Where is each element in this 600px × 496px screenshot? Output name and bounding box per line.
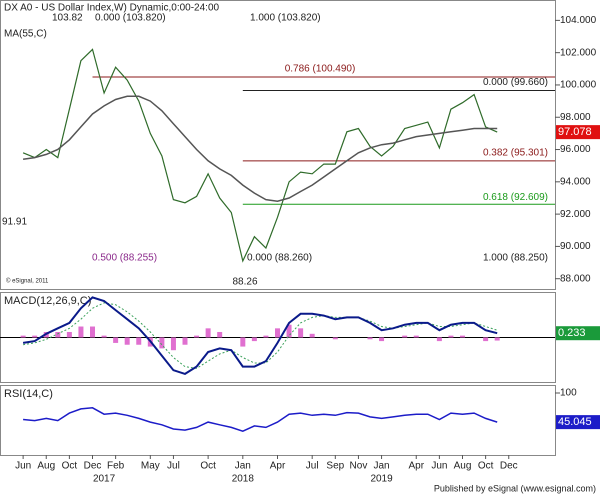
rsi-line [23, 407, 498, 433]
x-tick-label: May [141, 461, 160, 472]
macd-histogram [78, 326, 84, 338]
fib-label: 0.618 (92.609) [483, 192, 548, 203]
macd-histogram [367, 337, 373, 340]
year-label: 2019 [370, 474, 393, 485]
macd-histogram [113, 337, 119, 343]
macd-histogram [332, 337, 338, 340]
x-tick-label: Apr [270, 461, 286, 472]
x-tick-label: Oct [200, 461, 216, 472]
macd-last: 0.233 [558, 327, 586, 339]
macd-histogram [205, 328, 211, 338]
macd-histogram [170, 337, 176, 351]
fib-label: 0.382 (95.301) [483, 147, 548, 158]
fib-label: 0.000 (99.660) [483, 77, 548, 88]
y-tick-label: 100 [560, 388, 577, 399]
macd-histogram [136, 337, 142, 345]
macd-histogram [66, 331, 72, 338]
macd-histogram [460, 335, 465, 338]
x-tick-label: Jul [167, 461, 180, 472]
x-tick-label: Aug [454, 461, 472, 472]
fib-label: 0.786 (100.490) [285, 64, 356, 75]
macd-histogram [217, 331, 223, 338]
x-tick-label: Nov [350, 461, 368, 472]
macd-histogram [20, 335, 26, 338]
legend-entry: MA(55,C) [4, 29, 47, 40]
x-tick-label: Oct [478, 461, 494, 472]
macd-histogram [32, 335, 38, 338]
credit: © eSignal, 2011 [6, 278, 49, 285]
macd-histogram [298, 328, 304, 338]
y-tick-label: 88.000 [560, 273, 591, 284]
x-tick-label: Jun [431, 461, 447, 472]
x-tick-label: Dec [84, 461, 102, 472]
y-tick-label: 90.000 [560, 241, 591, 252]
x-tick-label: Apr [408, 461, 424, 472]
rsi-title: RSI(14,C) [4, 388, 53, 400]
x-tick-label: Feb [107, 461, 125, 472]
last-price: 97.078 [558, 126, 592, 138]
macd-histogram [251, 337, 257, 342]
macd-histogram [483, 337, 489, 342]
y-tick-label: 98.000 [560, 112, 591, 123]
x-tick-label: Sep [326, 461, 344, 472]
ma-line [22, 95, 498, 202]
y-tick-label: 96.000 [560, 144, 591, 155]
annotation: 0.500 (88.255) [92, 253, 157, 264]
annotation: 88.26 [232, 277, 257, 288]
macd-histogram [402, 335, 408, 338]
x-tick-label: Jul [306, 461, 319, 472]
macd-histogram [494, 337, 500, 341]
rsi-last: 45.045 [558, 416, 592, 428]
macd-histogram [275, 328, 280, 338]
macd-histogram [194, 335, 200, 338]
macd-histogram [159, 337, 165, 349]
macd-last-box [556, 326, 600, 341]
annotation: 91.91 [2, 217, 27, 228]
annotation: 1.000 (103.820) [250, 13, 321, 24]
annotation: 1.000 (88.250) [483, 253, 548, 264]
macd-histogram [101, 335, 107, 338]
y-tick-label: 102.000 [560, 47, 597, 58]
x-tick-label: Oct [62, 461, 78, 472]
y-tick-label: 100.000 [560, 80, 597, 91]
macd-histogram [309, 333, 315, 338]
x-tick-label: Jan [374, 461, 390, 472]
macd-histogram [90, 326, 95, 338]
year-label: 2017 [93, 474, 116, 485]
macd-line [22, 296, 498, 375]
macd-title: MACD(12,26,9,C) [4, 295, 91, 307]
price-line [22, 48, 498, 263]
y-tick-label: 92.000 [560, 209, 591, 220]
macd-histogram [263, 335, 269, 338]
year-label: 2018 [232, 474, 255, 485]
macd-histogram [240, 337, 246, 347]
macd-histogram [124, 337, 130, 345]
x-tick-label: Jan [235, 461, 251, 472]
rsi-last-box [556, 415, 600, 430]
x-tick-label: Dec [500, 461, 518, 472]
macd-histogram [379, 337, 385, 342]
macd-histogram [55, 331, 61, 338]
x-tick-label: Aug [37, 461, 55, 472]
annotation: 0.000 (103.820) [95, 13, 166, 24]
annotation: 0.000 (88.260) [247, 253, 312, 264]
macd-histogram [286, 324, 292, 338]
macd-histogram [413, 335, 419, 338]
y-tick-label: 94.000 [560, 176, 591, 187]
last-price-box [556, 125, 600, 140]
footer: Published by eSignal (www.esignal.com) [434, 483, 596, 493]
annotation: 103.82 [52, 13, 83, 24]
macd-histogram [182, 337, 188, 345]
price-panel [0, 0, 556, 290]
chart-title: DX A0 - US Dollar Index,W) Dynamic,0:00-… [4, 3, 220, 14]
macd-histogram [448, 335, 454, 338]
x-tick-label: Jun [15, 461, 31, 472]
macd-histogram [436, 337, 442, 342]
y-tick-label: 104.000 [560, 15, 597, 26]
